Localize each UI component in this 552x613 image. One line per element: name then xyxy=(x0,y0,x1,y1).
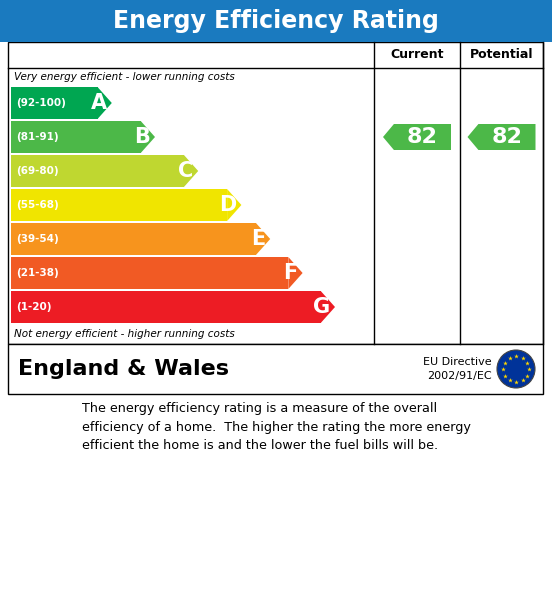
Text: 82: 82 xyxy=(407,127,438,147)
Polygon shape xyxy=(256,223,270,255)
Text: (39-54): (39-54) xyxy=(16,234,59,244)
Bar xyxy=(11,189,227,221)
Bar xyxy=(11,291,321,323)
Bar xyxy=(8,344,543,394)
Polygon shape xyxy=(288,257,302,289)
Polygon shape xyxy=(227,189,241,221)
Text: 2002/91/EC: 2002/91/EC xyxy=(427,371,492,381)
Text: G: G xyxy=(313,297,330,317)
Bar xyxy=(11,155,184,187)
Polygon shape xyxy=(321,291,335,323)
Bar xyxy=(0,0,552,42)
Text: F: F xyxy=(283,263,298,283)
Text: (1-20): (1-20) xyxy=(16,302,51,312)
Polygon shape xyxy=(184,155,198,187)
Text: (81-91): (81-91) xyxy=(16,132,59,142)
Text: Energy Efficiency Rating: Energy Efficiency Rating xyxy=(113,9,439,33)
Text: Very energy efficient - lower running costs: Very energy efficient - lower running co… xyxy=(14,72,235,82)
Polygon shape xyxy=(468,124,535,150)
Text: 82: 82 xyxy=(491,127,522,147)
Circle shape xyxy=(497,350,535,388)
Text: (92-100): (92-100) xyxy=(16,98,66,108)
Polygon shape xyxy=(383,124,451,150)
Bar xyxy=(11,257,288,289)
Polygon shape xyxy=(98,87,112,119)
Text: The energy efficiency rating is a measure of the overall
efficiency of a home.  : The energy efficiency rating is a measur… xyxy=(82,402,470,452)
Text: England & Wales: England & Wales xyxy=(18,359,229,379)
Text: C: C xyxy=(178,161,193,181)
Text: EU Directive: EU Directive xyxy=(423,357,492,367)
Text: D: D xyxy=(219,195,236,215)
Text: Current: Current xyxy=(390,48,444,61)
Bar xyxy=(11,121,141,153)
Text: Potential: Potential xyxy=(470,48,533,61)
Text: (69-80): (69-80) xyxy=(16,166,59,176)
Bar xyxy=(8,42,543,344)
Text: A: A xyxy=(91,93,107,113)
Bar xyxy=(11,223,256,255)
Text: B: B xyxy=(134,127,150,147)
Text: Not energy efficient - higher running costs: Not energy efficient - higher running co… xyxy=(14,329,235,339)
Text: (55-68): (55-68) xyxy=(16,200,59,210)
Bar xyxy=(11,87,98,119)
Text: (21-38): (21-38) xyxy=(16,268,59,278)
Polygon shape xyxy=(141,121,155,153)
Text: E: E xyxy=(251,229,265,249)
